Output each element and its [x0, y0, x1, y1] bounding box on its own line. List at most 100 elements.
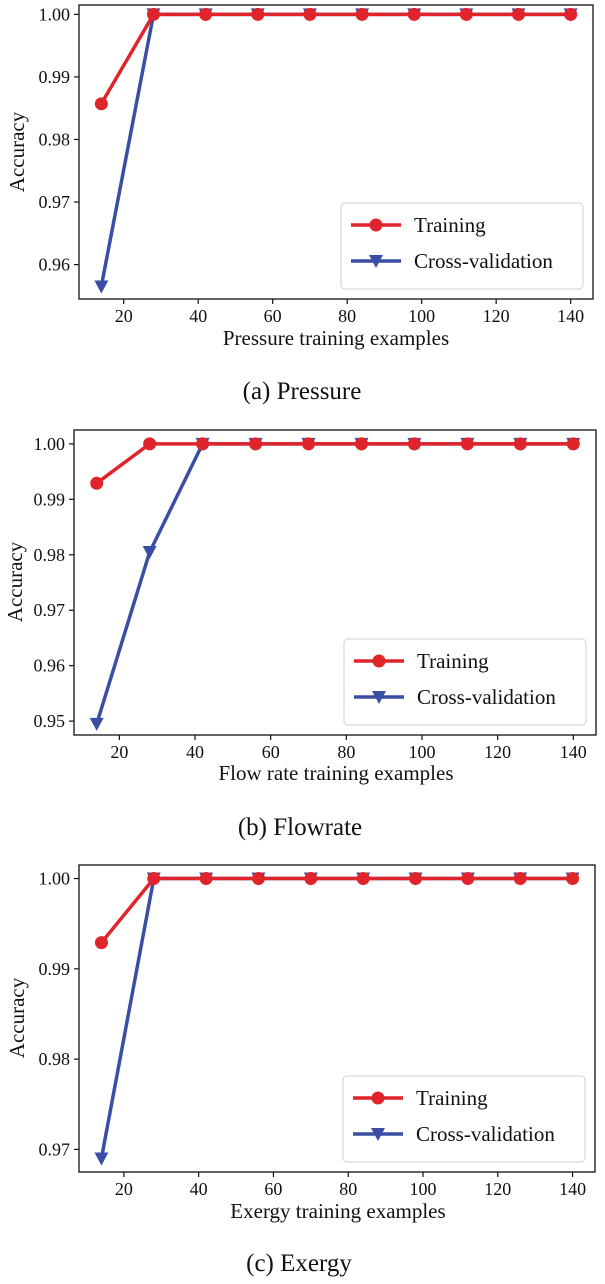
cross-validation-point	[142, 546, 157, 559]
x-tick-label: 80	[337, 742, 355, 762]
training-point	[407, 7, 421, 21]
training-point	[251, 872, 265, 886]
x-tick-label: 60	[264, 306, 282, 326]
training-point	[199, 7, 213, 21]
training-point	[459, 7, 473, 21]
y-tick-label: 1.00	[34, 434, 66, 454]
panel-exergy: 20 40 60 80 100 120 140 0.97 0.98 0.99 1.00 Trainin…	[5, 864, 596, 1277]
training-point	[199, 872, 213, 886]
x-axis-label: Pressure training examples	[223, 326, 449, 350]
training-point	[356, 872, 370, 886]
y-tick-label: 0.99	[34, 489, 66, 509]
y-tick-label: 0.96	[39, 255, 71, 275]
panel-caption: (c) Exergy	[246, 1250, 352, 1277]
x-tick-label: 60	[262, 742, 280, 762]
cross-validation-point	[94, 280, 109, 294]
chart-marks: 20 40 60 80 100 120 140 0.96 0.97 0.98 0.99 1.00 Tra…	[39, 4, 585, 326]
training-point	[354, 437, 368, 451]
plot-frame	[78, 4, 594, 300]
x-tick-label: 140	[557, 306, 584, 326]
y-tick-label: 0.98	[34, 545, 66, 565]
x-tick-label: 100	[408, 306, 435, 326]
panel-caption: (a) Pressure	[243, 378, 362, 405]
training-point	[147, 872, 161, 886]
chart-marks: 20 40 60 80 100 120 140 0.95 0.96 0.97 0.98 0.99 1.0…	[34, 434, 587, 762]
x-tick-label: 100	[409, 742, 436, 762]
legend-label: Cross-validation	[417, 685, 556, 709]
training-point	[513, 437, 527, 451]
y-tick-label: 0.98	[39, 1049, 71, 1069]
training-point	[460, 437, 474, 451]
training-point	[304, 872, 318, 886]
training-point	[251, 7, 265, 21]
training-point	[407, 437, 421, 451]
legend-marker	[371, 1091, 385, 1105]
plot-frame	[73, 429, 597, 736]
x-tick-label: 120	[483, 306, 510, 326]
training-point	[461, 872, 475, 886]
y-tick-label: 0.97	[34, 600, 66, 620]
training-point	[146, 7, 160, 21]
legend-box	[340, 202, 584, 290]
chart-marks: 20 40 60 80 100 120 140 0.97 0.98 0.99 1.00 Trainin…	[39, 869, 587, 1199]
y-axis-label: Accuracy	[3, 541, 27, 622]
y-axis-label: Accuracy	[5, 111, 29, 192]
legend-label: Cross-validation	[414, 249, 553, 273]
training-point	[566, 437, 580, 451]
x-tick-label: 100	[410, 1179, 437, 1199]
legend-marker	[371, 1128, 385, 1141]
panel-pressure: 20 40 60 80 100 120 140 0.96 0.97 0.98 0.99 1.00 Tra…	[5, 4, 594, 405]
x-tick-label: 120	[484, 742, 511, 762]
training-point	[564, 7, 578, 21]
series-line-training	[99, 12, 571, 105]
plot-frame	[78, 864, 596, 1173]
x-axis-label: Exergy training examples	[230, 1199, 445, 1223]
series-line-training	[95, 442, 574, 485]
x-axis-label: Flow rate training examples	[218, 761, 453, 785]
x-tick-label: 60	[264, 1179, 282, 1199]
y-tick-label: 1.00	[39, 4, 71, 24]
legend-marker	[372, 654, 386, 668]
legend-label: Training	[414, 213, 486, 237]
training-point	[94, 936, 108, 950]
x-tick-label: 120	[484, 1179, 511, 1199]
panel-flowrate: 20 40 60 80 100 120 140 0.95 0.96 0.97 0.98 0.99 1.0…	[3, 429, 597, 841]
cross-validation-point	[89, 717, 104, 731]
training-point	[409, 872, 423, 886]
legend-label: Training	[417, 649, 489, 673]
training-point	[355, 7, 369, 21]
panel-caption: (b) Flowrate	[238, 814, 362, 841]
training-point	[94, 97, 108, 111]
training-point	[512, 7, 526, 21]
y-axis-label: Accuracy	[5, 977, 29, 1058]
training-point	[249, 437, 263, 451]
x-tick-label: 20	[110, 742, 128, 762]
cross-validation-point	[94, 1152, 109, 1166]
y-tick-label: 0.97	[39, 1139, 71, 1159]
training-point	[196, 437, 210, 451]
legend-label: Cross-validation	[416, 1122, 555, 1146]
y-tick-label: 0.99	[39, 67, 71, 87]
legend-marker	[369, 255, 383, 268]
training-point	[513, 872, 527, 886]
legend-label: Training	[416, 1086, 488, 1110]
x-tick-label: 40	[190, 1179, 208, 1199]
x-tick-label: 80	[339, 1179, 357, 1199]
legend-box	[342, 1075, 586, 1163]
y-tick-label: 0.99	[39, 959, 71, 979]
y-tick-label: 0.96	[34, 656, 66, 676]
y-tick-label: 0.98	[39, 129, 71, 149]
x-tick-label: 140	[560, 742, 587, 762]
legend-marker	[372, 691, 386, 704]
training-point	[302, 437, 316, 451]
legend-box	[343, 638, 587, 726]
legend-marker	[369, 218, 383, 232]
y-tick-label: 0.95	[34, 711, 66, 731]
x-tick-label: 40	[189, 306, 207, 326]
training-point	[90, 476, 104, 490]
series-line-training	[100, 876, 573, 944]
training-point	[143, 437, 157, 451]
x-tick-label: 20	[115, 1179, 133, 1199]
training-point	[303, 7, 317, 21]
